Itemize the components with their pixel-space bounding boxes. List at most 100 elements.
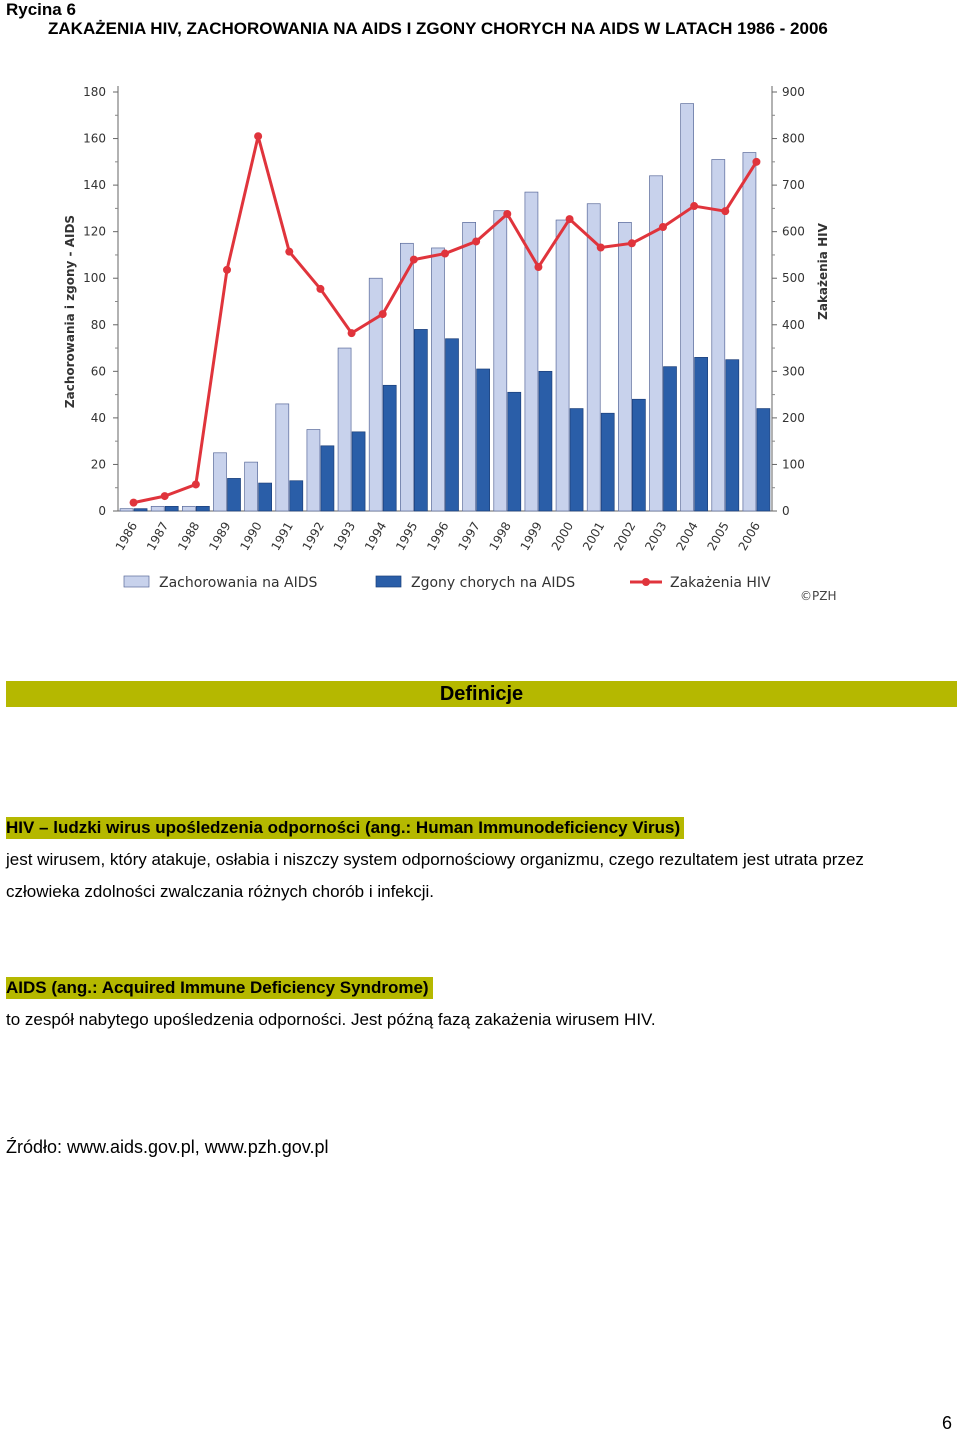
bar-zachorowania-1987	[150, 505, 165, 512]
left-tick-label: 40	[91, 411, 106, 425]
legend-label-zachorowania: Zachorowania na AIDS	[159, 575, 318, 591]
x-tick-label: 1992	[300, 520, 327, 553]
bar-zgony-2004	[694, 357, 708, 512]
left-tick-label: 160	[83, 132, 106, 146]
left-tick-label: 140	[83, 178, 106, 192]
source-note: Źródło: www.aids.gov.pl, www.pzh.gov.pl	[6, 1137, 329, 1157]
x-tick-label: 1990	[237, 520, 264, 553]
point-hiv-2004	[690, 202, 699, 211]
point-hiv-1997	[472, 237, 481, 246]
x-tick-label: 1998	[486, 520, 513, 553]
x-tick-label: 1987	[144, 520, 171, 553]
x-tick-label: 1991	[268, 520, 295, 553]
left-axis-title: Zachorowania i zgony - AIDS	[63, 215, 77, 408]
aids-term: AIDS (ang.: Acquired Immune Deficiency S…	[6, 977, 433, 999]
bar-zgony-1987	[164, 505, 179, 512]
x-tick-label: 2005	[704, 520, 731, 553]
point-hiv-1987	[160, 492, 169, 501]
bar-zgony-1997	[476, 368, 490, 512]
right-tick-label: 500	[782, 271, 805, 285]
x-tick-label: 2004	[673, 520, 700, 553]
x-tick-label: 1997	[455, 520, 482, 553]
bar-zachorowania-1997	[462, 222, 476, 512]
point-hiv-2001	[596, 243, 605, 252]
hiv-aids-chart: 0 20 40 60 80 100 120 140 160 180 0 100 200 300 400 500…	[63, 85, 836, 603]
hiv-definition-line-2: człowieka zdolności zwalczania różnych c…	[6, 882, 435, 901]
bar-zgony-1995	[414, 329, 428, 512]
x-tick-label: 2003	[642, 520, 669, 553]
definitions-heading: Definicje	[439, 683, 524, 705]
right-tick-label: 900	[782, 85, 805, 99]
bar-zgony-1999	[538, 370, 553, 512]
hiv-term: HIV – ludzki wirus upośledzenia odpornoś…	[6, 817, 685, 839]
bar-zachorowania-1993	[337, 347, 352, 512]
point-hiv-1995	[409, 255, 418, 264]
legend-label-hiv: Zakażenia HIV	[670, 575, 771, 591]
x-tick-label: 2006	[736, 520, 763, 553]
bar-zachorowania-1990	[244, 461, 258, 512]
bar-zachorowania-2000	[555, 219, 570, 512]
x-tick-label: 2002	[611, 520, 638, 553]
left-tick-label: 180	[83, 85, 106, 99]
x-tick-label: 2000	[549, 520, 576, 553]
bar-zgony-1994	[382, 384, 397, 512]
point-hiv-1996	[441, 249, 449, 258]
bar-zgony-1986	[133, 508, 148, 512]
x-tick-label: 2001	[580, 520, 607, 553]
x-tick-label: 1993	[331, 520, 358, 553]
x-tick-label: 1989	[206, 520, 233, 553]
point-hiv-2006	[752, 157, 761, 166]
right-axis-title: Zakażenia HIV	[816, 222, 830, 319]
bar-zachorowania-1995	[400, 242, 414, 512]
point-hiv-1999	[534, 263, 543, 272]
point-hiv-1990	[254, 132, 263, 141]
point-hiv-1992	[316, 284, 325, 293]
bar-zachorowania-1998	[493, 210, 508, 512]
right-tick-label: 700	[782, 178, 805, 192]
bar-zachorowania-1996	[431, 247, 445, 512]
bar-zachorowania-2005	[711, 159, 726, 512]
bar-zachorowania-1992	[306, 429, 321, 512]
bar-zgony-1993	[351, 431, 366, 512]
bar-zachorowania-1989	[213, 452, 227, 512]
right-tick-label: 600	[782, 225, 805, 239]
point-hiv-2000	[565, 215, 574, 224]
left-tick-label: 0	[98, 504, 106, 518]
right-tick-label: 300	[782, 364, 805, 378]
x-tick-label: 1999	[518, 520, 545, 553]
line-zakazenia-hiv	[133, 134, 758, 505]
bar-zgony-2001	[600, 412, 615, 512]
x-tick-label: 1994	[362, 520, 389, 553]
bar-zgony-1992	[320, 445, 335, 512]
legend-swatch-zgony	[375, 575, 402, 588]
point-hiv-1991	[285, 247, 294, 256]
bar-zgony-2006	[756, 408, 771, 512]
point-hiv-1993	[347, 329, 356, 338]
page-number: 6	[941, 1413, 952, 1433]
x-tick-label: 1986	[113, 520, 140, 553]
bar-zgony-1998	[507, 391, 522, 512]
bar-zachorowania-2004	[680, 103, 694, 512]
bar-zachorowania-2006	[742, 152, 757, 512]
bar-zgony-1990	[258, 482, 272, 512]
legend-swatch-zachorowania	[123, 575, 150, 588]
left-tick-label: 60	[91, 364, 106, 378]
point-hiv-1986	[129, 498, 138, 507]
point-hiv-1989	[223, 265, 231, 274]
bar-zachorowania-2001	[586, 203, 601, 512]
x-tick-label: 1996	[424, 520, 451, 553]
bar-zgony-1989	[227, 478, 241, 512]
right-tick-label: 0	[782, 504, 790, 518]
bar-zachorowania-1986	[119, 508, 134, 512]
point-hiv-1988	[191, 480, 200, 489]
point-hiv-2005	[721, 207, 730, 216]
x-tick-label: 1988	[175, 520, 202, 553]
pzh-watermark: ©PZH	[800, 589, 836, 603]
point-hiv-2003	[659, 223, 667, 232]
left-tick-label: 20	[91, 457, 106, 471]
point-hiv-1998	[503, 209, 512, 218]
definitions-heading-bar: Definicje	[6, 681, 957, 707]
bar-zgony-1991	[289, 480, 304, 512]
hiv-definition-line-1: jest wirusem, który atakuje, osłabia i n…	[6, 850, 864, 869]
bar-zgony-1988	[196, 505, 210, 512]
